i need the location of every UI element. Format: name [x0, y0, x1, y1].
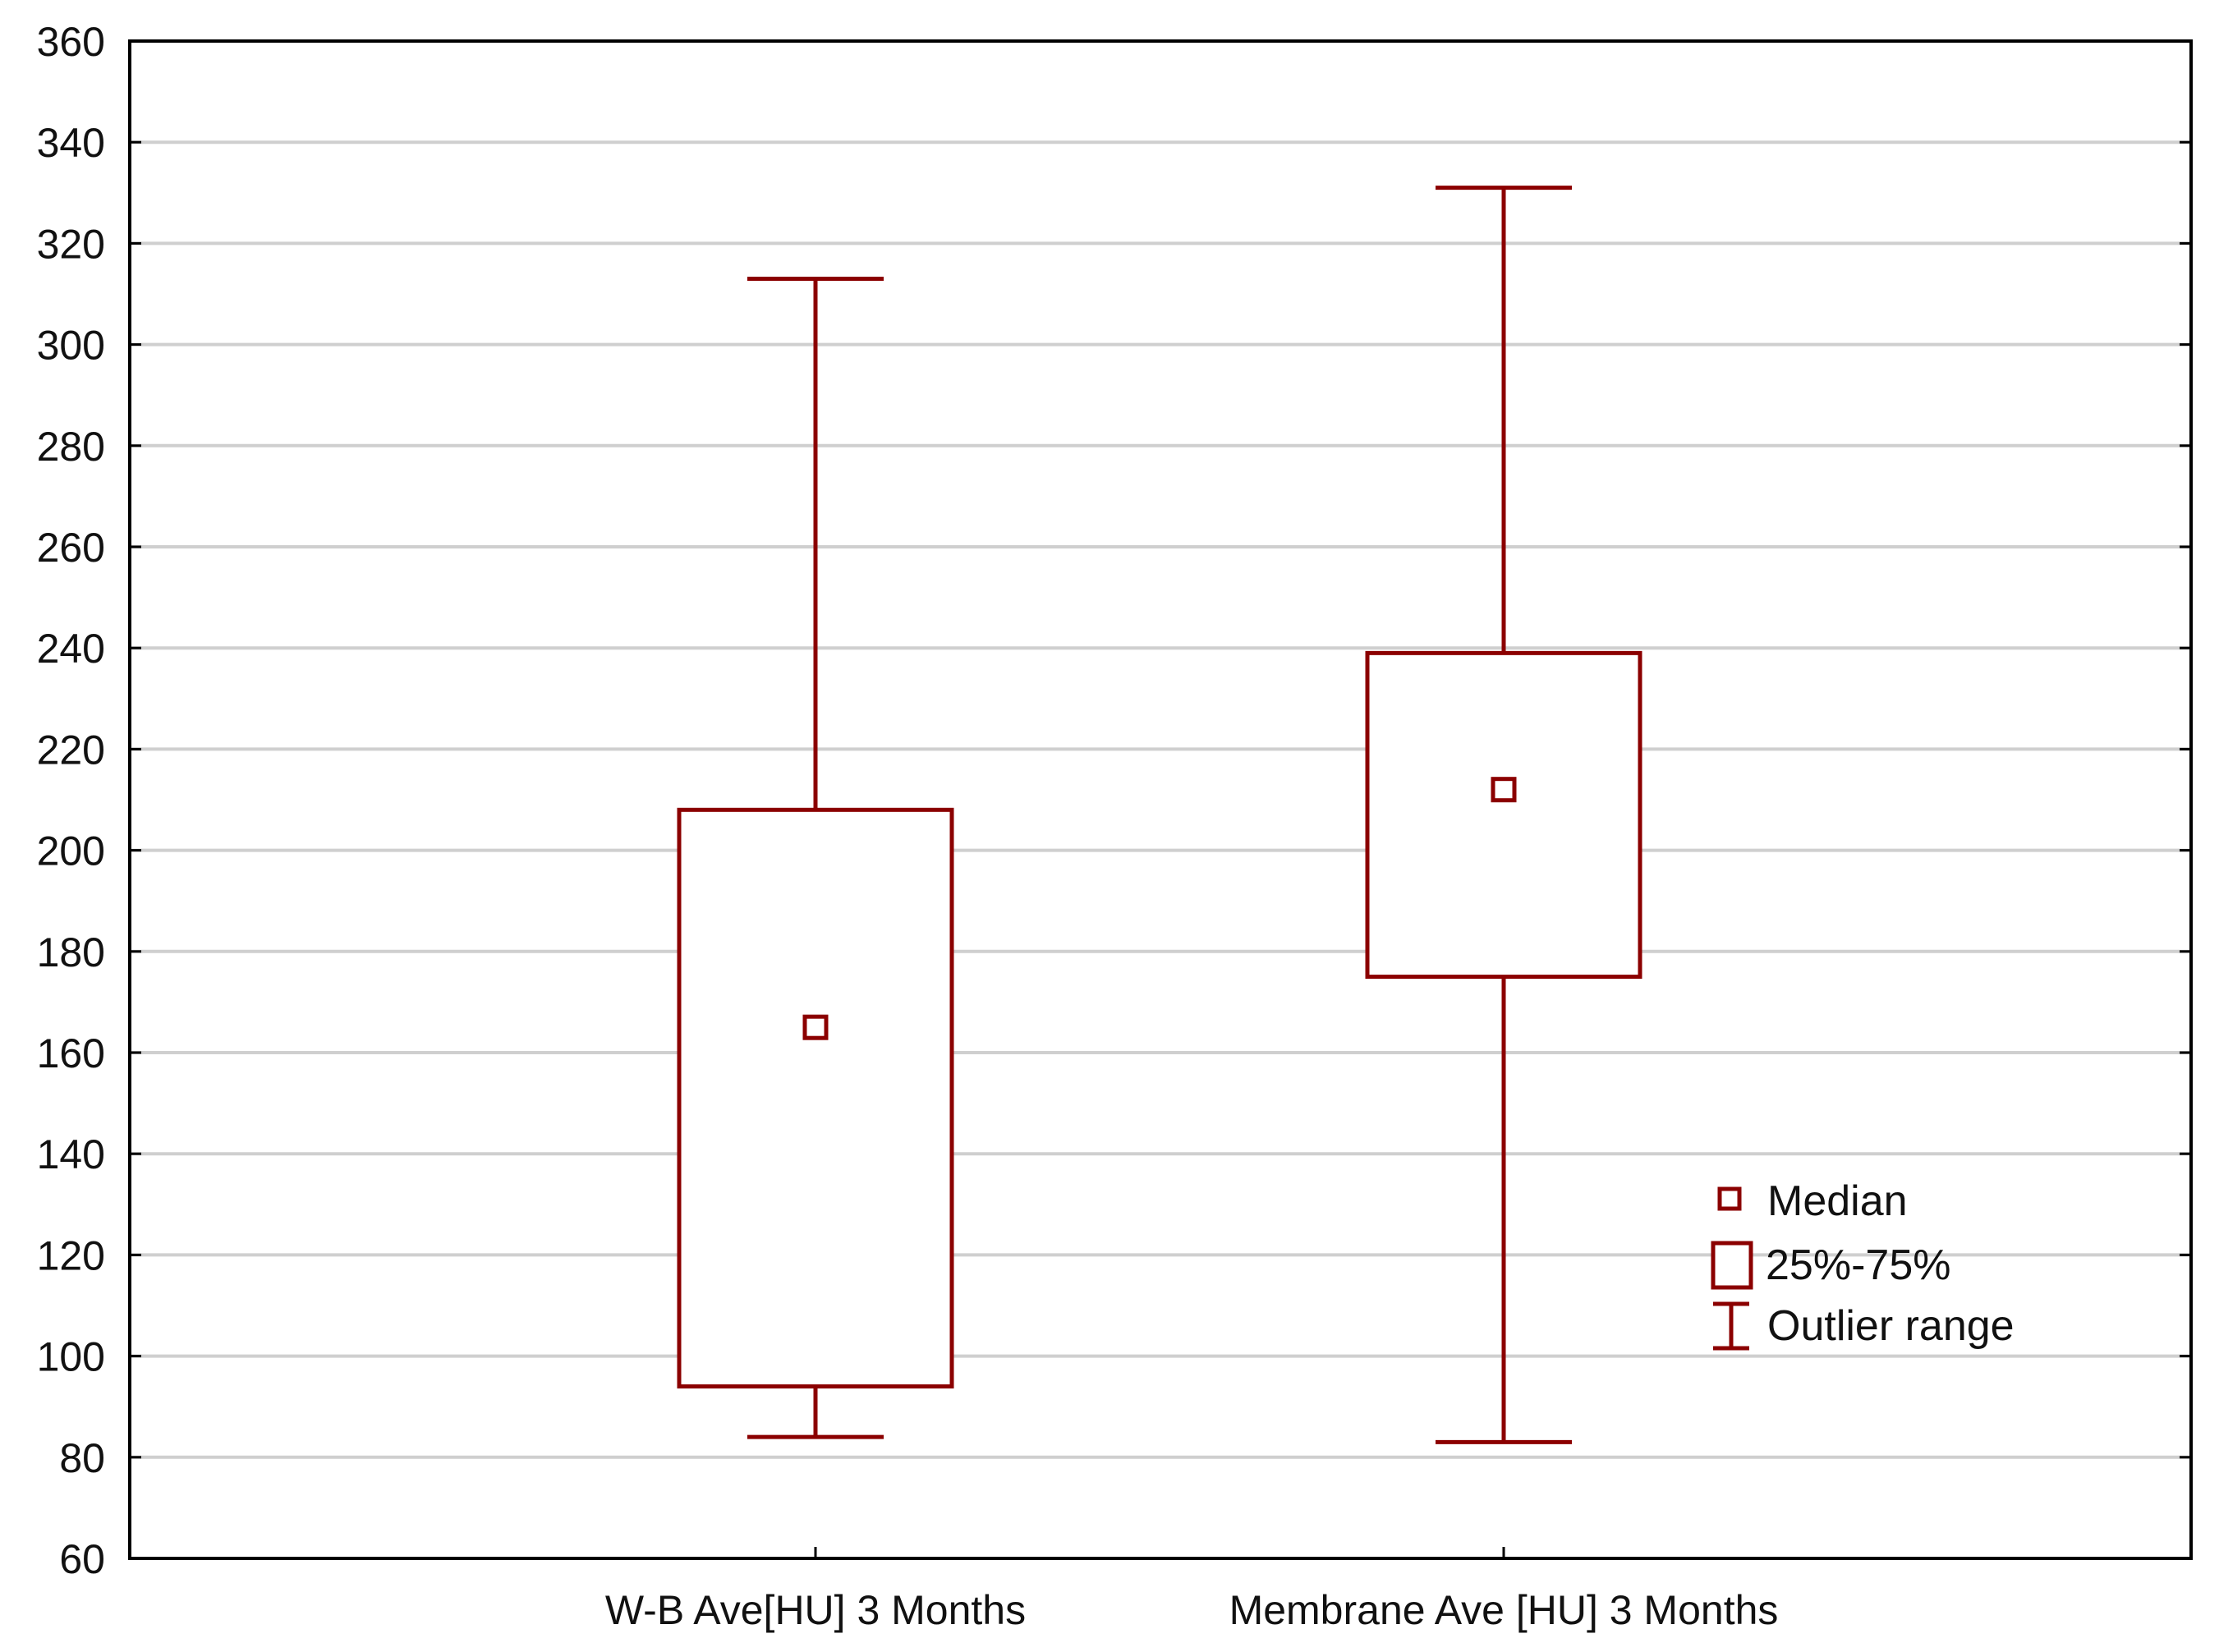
iqr-box: [677, 807, 954, 1389]
y-tick-label: 260: [37, 525, 105, 571]
y-tick-label: 360: [37, 19, 105, 65]
y-tick-label: 160: [37, 1030, 105, 1076]
y-tick-label: 140: [37, 1131, 105, 1177]
y-tick-label: 80: [59, 1435, 105, 1481]
y-tick-label: 180: [37, 929, 105, 975]
y-axis: 60 80 100 120 140 160 180 200 220 240 260 280 300 320…: [37, 19, 2191, 1582]
y-tick-label: 100: [37, 1334, 105, 1380]
legend-median-label: Median: [1767, 1177, 1908, 1225]
legend-median-icon: [1717, 1186, 1742, 1211]
y-tick-label: 220: [37, 727, 105, 773]
y-tick-label: 240: [37, 626, 105, 672]
y-tick-label: 200: [37, 828, 105, 874]
legend-box-label: 25%-75%: [1766, 1241, 1950, 1289]
legend-whisker-label: Outlier range: [1767, 1302, 2015, 1350]
y-tick-label: 300: [37, 323, 105, 369]
legend: Median 25%-75% Outlier range: [1711, 1177, 2015, 1351]
median-marker: [802, 1014, 829, 1040]
x-axis: W-B Ave[HU] 3 Months Membrane Ave [HU] 3 …: [605, 1547, 1779, 1633]
legend-box-icon: [1711, 1241, 1753, 1290]
plot-frame: [128, 39, 2193, 1560]
x-category-label: Membrane Ave [HU] 3 Months: [1229, 1587, 1779, 1633]
y-tick-label: 280: [37, 424, 105, 470]
y-tick-label: 60: [59, 1536, 105, 1582]
x-category-label: W-B Ave[HU] 3 Months: [605, 1587, 1026, 1633]
boxes-layer: [677, 186, 1642, 1444]
y-tick-label: 120: [37, 1232, 105, 1278]
median-marker: [1491, 777, 1517, 803]
y-tick-label: 340: [37, 120, 105, 166]
iqr-box: [1365, 650, 1642, 980]
y-tick-label: 320: [37, 221, 105, 267]
grid-lines: [130, 140, 2191, 1459]
